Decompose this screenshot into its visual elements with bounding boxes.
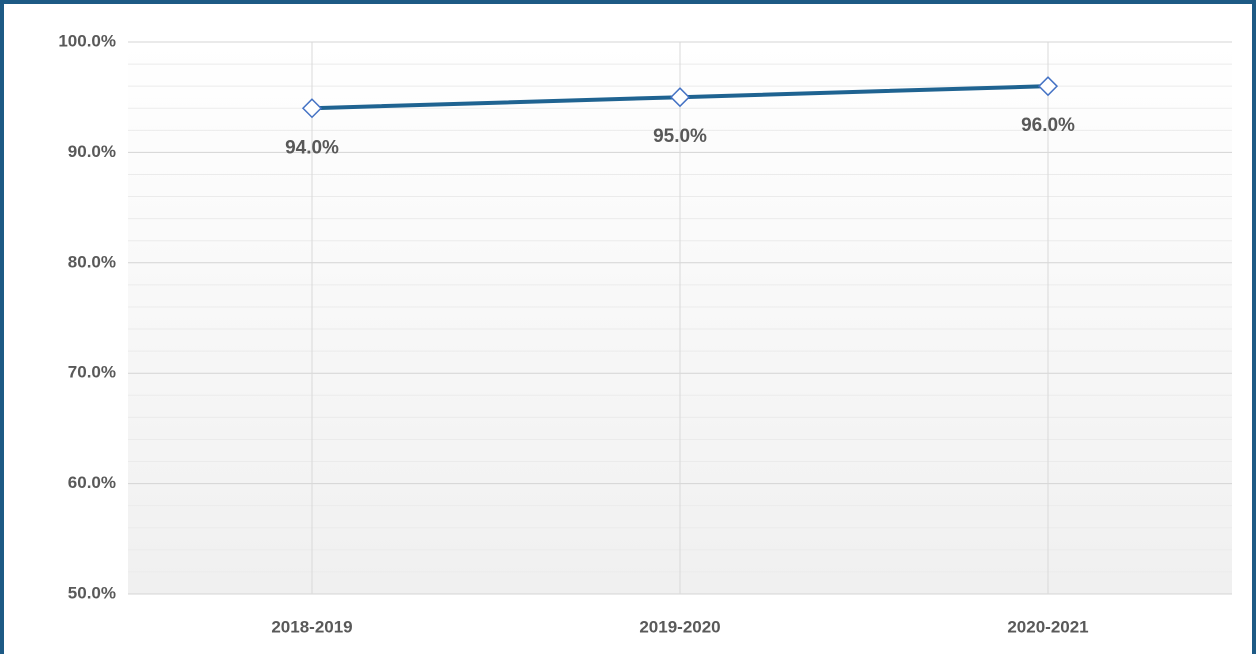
marker — [669, 87, 691, 108]
data-label: 94.0% — [285, 137, 339, 158]
y-tick-label: 80.0% — [68, 252, 116, 271]
y-tick-label: 60.0% — [68, 473, 116, 492]
y-tick-label: 100.0% — [58, 31, 116, 50]
x-tick-label: 2020-2021 — [1007, 617, 1088, 636]
x-tick-label: 2019-2020 — [639, 617, 720, 636]
y-tick-label: 90.0% — [68, 142, 116, 161]
data-label: 96.0% — [1021, 115, 1075, 136]
marker — [1037, 76, 1059, 97]
y-tick-label: 50.0% — [68, 583, 116, 602]
marker — [301, 98, 323, 119]
x-tick-label: 2018-2019 — [271, 617, 352, 636]
y-tick-label: 70.0% — [68, 363, 116, 382]
data-label: 95.0% — [653, 126, 707, 147]
